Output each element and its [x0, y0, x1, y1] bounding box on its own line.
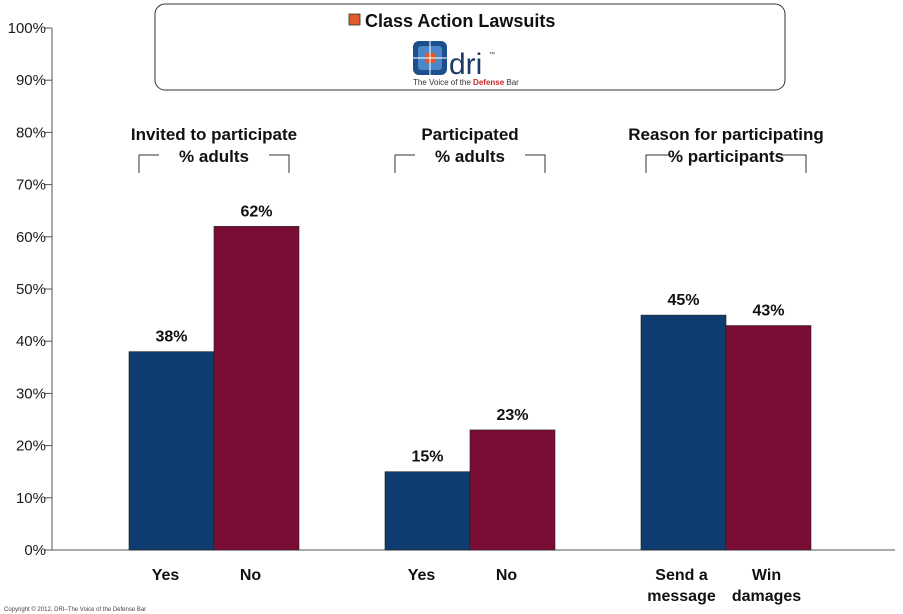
bar-value-label: 45% [667, 292, 699, 309]
bar-group: Invited to participate % adults 38% Yes 62% N… [128, 125, 300, 584]
y-tick-label: 40% [16, 333, 46, 350]
bar-value-label: 23% [496, 407, 528, 424]
bar-group: Reason for participating % participants 45… [628, 125, 824, 605]
y-tick-label: 80% [16, 124, 46, 141]
x-category-label: Yes [152, 567, 180, 584]
x-category-label: Yes [408, 567, 436, 584]
bar [640, 314, 727, 551]
x-category-label-line2: message [647, 588, 716, 605]
bar [384, 471, 471, 551]
group-bracket [394, 154, 546, 173]
y-tick-label: 90% [16, 72, 46, 89]
legend: Class Action Lawsuits dri ™ The Voice of… [154, 3, 786, 91]
bar [469, 429, 556, 551]
bar [213, 226, 300, 551]
y-tick-labels: 0% 10% 20% 30% 40% 50% 60% 70% 80% 90% 100% [8, 20, 52, 559]
x-category-label: Send a [655, 567, 708, 584]
x-category-label: No [496, 567, 518, 584]
group-title: Participated [421, 125, 518, 144]
y-tick-label: 10% [16, 490, 46, 507]
bar-value-label: 15% [411, 449, 443, 466]
y-tick-label: 70% [16, 177, 46, 194]
y-tick-label: 50% [16, 281, 46, 298]
bar [128, 351, 215, 551]
bar-value-label: 43% [752, 303, 784, 320]
group-bracket [138, 154, 290, 173]
legend-box [154, 3, 786, 91]
bar-group: Participated % adults 15% Yes 23% No [384, 125, 556, 584]
legend-label: Class Action Lawsuits [365, 11, 555, 31]
y-tick-label: 100% [8, 20, 46, 37]
group-title: Invited to participate [131, 125, 297, 144]
dri-logo: dri ™ The Voice of the Defense Bar [413, 41, 519, 87]
bar [725, 325, 812, 551]
group-subtitle: % adults [435, 147, 505, 166]
dri-logo-icon [413, 41, 447, 75]
group-bracket [645, 154, 807, 173]
bar-groups: Invited to participate % adults 38% Yes 62% N… [128, 125, 824, 605]
y-tick-label: 20% [16, 438, 46, 455]
bar-value-label: 38% [155, 329, 187, 346]
y-tick-label: 0% [24, 542, 46, 559]
x-category-label: Win [752, 567, 781, 584]
y-tick-label: 60% [16, 229, 46, 246]
bar-value-label: 62% [240, 203, 272, 220]
logo-word: dri [449, 48, 482, 81]
copyright-footer: Copyright © 2012, DRI–The Voice of the D… [4, 606, 146, 613]
group-title: Reason for participating [628, 125, 824, 144]
group-subtitle: % adults [179, 147, 249, 166]
x-category-label: No [240, 567, 262, 584]
logo-tagline: The Voice of the Defense Bar [413, 78, 519, 87]
y-tick-label: 30% [16, 385, 46, 402]
x-category-label-line2: damages [732, 588, 801, 605]
group-subtitle: % participants [668, 147, 784, 166]
legend-marker [348, 13, 361, 26]
logo-tm: ™ [489, 51, 495, 58]
